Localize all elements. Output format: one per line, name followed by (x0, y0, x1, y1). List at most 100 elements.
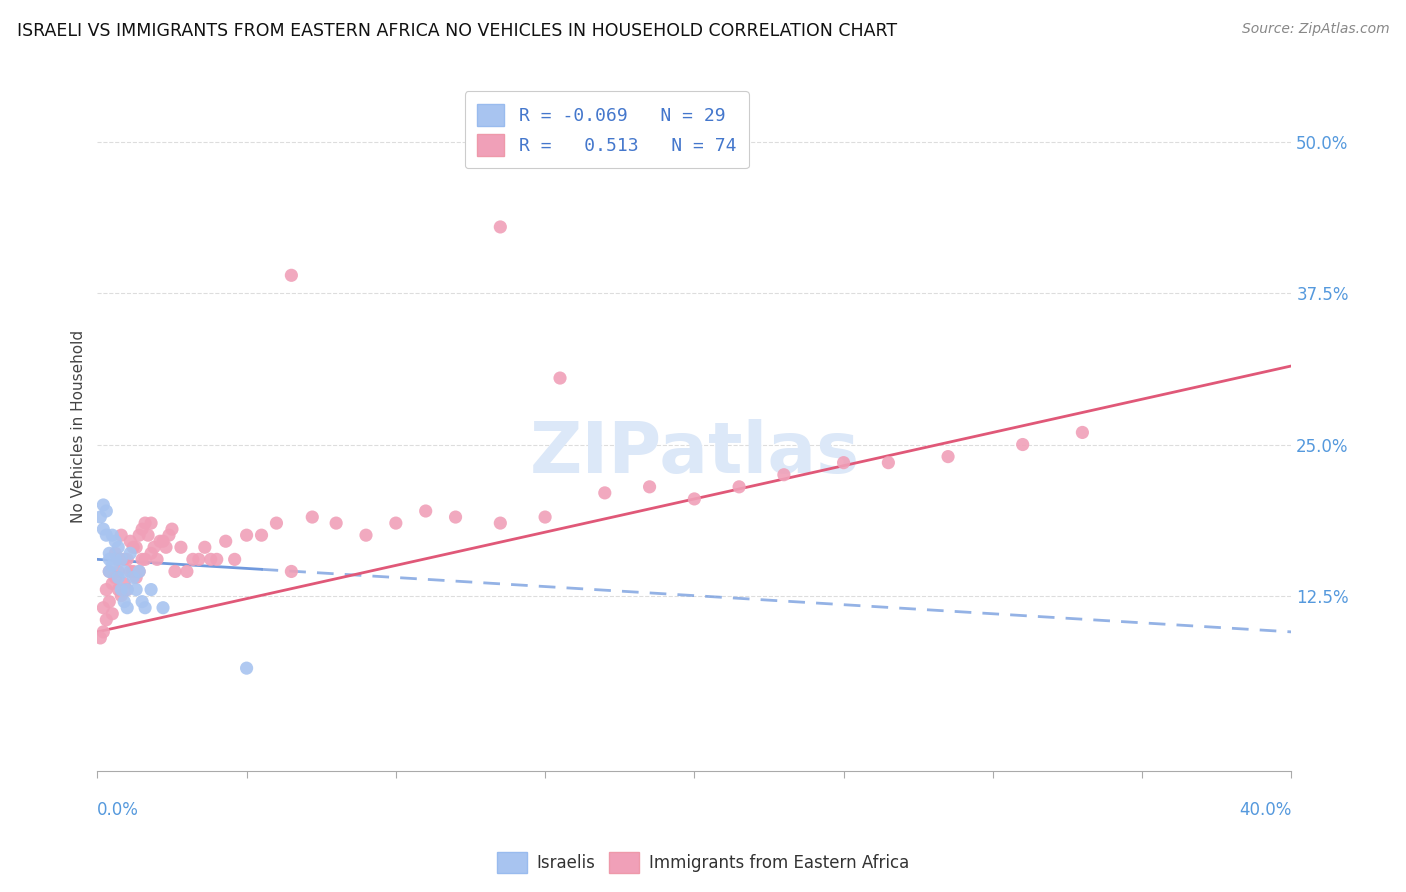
Point (104, 552, 127, 566)
Point (1071, 425, 1094, 440)
Point (235, 528, 257, 542)
Point (181, 552, 204, 566)
Point (280, 565, 302, 579)
Point (115, 600, 138, 615)
Point (125, 570, 148, 584)
Point (98, 552, 121, 566)
Point (128, 565, 150, 579)
Point (115, 552, 138, 566)
Point (152, 534, 174, 549)
Point (125, 582, 148, 597)
Point (120, 546, 142, 560)
Point (139, 582, 162, 597)
Point (415, 504, 437, 518)
Legend: R = -0.069   N = 29, R =   0.513   N = 74: R = -0.069 N = 29, R = 0.513 N = 74 (464, 91, 749, 169)
Point (89, 510, 111, 524)
Point (107, 582, 129, 597)
Point (134, 516, 156, 530)
Point (122, 541, 145, 555)
Point (534, 510, 557, 524)
Point (149, 534, 172, 549)
Point (250, 528, 273, 542)
Point (96, 613, 118, 627)
Point (125, 541, 148, 555)
Point (91, 522, 114, 536)
Point (107, 541, 129, 555)
Point (104, 570, 127, 584)
Point (101, 558, 124, 573)
Point (280, 268, 302, 283)
Point (936, 450, 959, 464)
Point (489, 219, 512, 234)
Point (104, 546, 127, 560)
Point (638, 480, 661, 494)
Point (187, 552, 209, 566)
Y-axis label: No Vehicles in Household: No Vehicles in Household (72, 330, 86, 523)
Point (155, 541, 177, 555)
Point (354, 528, 377, 542)
Point (104, 534, 127, 549)
Point (98, 565, 121, 579)
Point (683, 491, 706, 506)
Point (832, 456, 855, 470)
Point (489, 516, 512, 530)
Point (266, 516, 288, 530)
Text: 0.0%: 0.0% (97, 801, 139, 819)
Point (224, 552, 246, 566)
Point (107, 570, 129, 584)
Point (205, 552, 228, 566)
Point (194, 541, 217, 555)
Point (134, 552, 156, 566)
Point (131, 522, 153, 536)
Point (146, 552, 169, 566)
Text: Source: ZipAtlas.com: Source: ZipAtlas.com (1241, 22, 1389, 37)
Point (98, 565, 121, 579)
Point (152, 600, 174, 615)
Point (101, 607, 124, 621)
Point (91, 624, 114, 639)
Point (877, 456, 900, 470)
Point (101, 576, 124, 591)
Point (91, 498, 114, 512)
Point (548, 371, 571, 385)
Point (593, 486, 616, 500)
Point (112, 552, 135, 566)
Text: ZIPatlas: ZIPatlas (529, 419, 859, 489)
Point (139, 516, 162, 530)
Point (136, 528, 159, 542)
Text: 40.0%: 40.0% (1239, 801, 1291, 819)
Point (98, 546, 121, 560)
Point (120, 534, 142, 549)
Point (143, 541, 166, 555)
Point (128, 565, 150, 579)
Point (96, 582, 118, 597)
Point (385, 516, 408, 530)
Point (89, 631, 111, 645)
Point (134, 600, 156, 615)
Point (131, 595, 153, 609)
Point (131, 552, 153, 566)
Point (107, 552, 129, 566)
Point (139, 546, 162, 560)
Point (96, 504, 118, 518)
Point (122, 570, 145, 584)
Point (325, 516, 347, 530)
Legend: Israelis, Immigrants from Eastern Africa: Israelis, Immigrants from Eastern Africa (491, 846, 915, 880)
Point (112, 595, 135, 609)
Point (122, 565, 145, 579)
Point (157, 528, 180, 542)
Point (215, 534, 238, 549)
Point (773, 467, 796, 482)
Point (120, 565, 142, 579)
Point (112, 565, 135, 579)
Point (110, 582, 132, 597)
Point (170, 541, 193, 555)
Point (91, 600, 114, 615)
Point (101, 528, 124, 542)
Point (176, 565, 198, 579)
Point (98, 595, 121, 609)
Point (200, 552, 222, 566)
Point (728, 480, 751, 494)
Point (1011, 437, 1033, 451)
Point (128, 528, 150, 542)
